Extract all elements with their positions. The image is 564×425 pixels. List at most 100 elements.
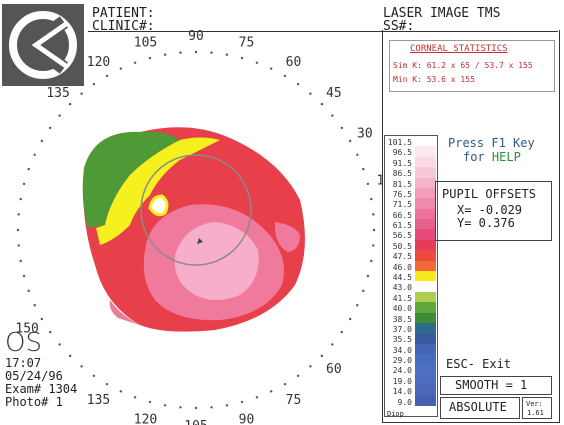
tick-dot [80, 92, 83, 95]
scale-label: 35.5 [392, 335, 412, 345]
tick-dot [16, 228, 20, 232]
scale-label: 50.5 [392, 241, 412, 251]
scale-label: 91.5 [392, 158, 412, 168]
scale-swatch [415, 167, 436, 179]
scale-label: 40.0 [392, 304, 412, 314]
scale-label: 38.5 [392, 314, 412, 324]
tick-dot [348, 139, 352, 143]
pupil-offset-x: X= -0.029 [457, 203, 523, 217]
tick-dot [225, 404, 229, 407]
app-title: LASER IMAGE TMS [383, 6, 501, 21]
absolute-label[interactable]: ABSOLUTE [449, 400, 507, 414]
photo-number: Photo# 1 [5, 395, 63, 409]
diopter-color-scale: 101.5 96.5 91.5 86.5 81.5 76.5 71.5 66.5 61.5 56.… [384, 135, 438, 417]
esc-exit-hint[interactable]: ESC- Exit [446, 357, 512, 371]
scale-label: 76.5 [392, 189, 412, 199]
scale-swatch [415, 333, 436, 345]
tick-dot [133, 396, 137, 399]
tick-dot [331, 114, 334, 117]
scale-unit-label: Diop [387, 410, 404, 418]
axis-label: 60 [286, 55, 302, 70]
tick-dot [27, 289, 30, 293]
tick-dot [370, 197, 373, 201]
exam-date: 05/24/96 [5, 369, 63, 383]
exam-time: 17:07 [5, 356, 42, 370]
scale-swatch [415, 136, 436, 147]
tick-dot [48, 330, 52, 334]
scale-swatch [415, 187, 436, 199]
tick-dot [163, 404, 167, 407]
sim-k-value: Sim K: 61.2 x 65 / 53.7 x 155 [393, 61, 533, 70]
scale-label: 19.0 [392, 376, 412, 386]
help-line-1: Press F1 Key [448, 136, 535, 150]
tick-dot [19, 197, 22, 201]
scale-swatch [415, 177, 436, 189]
tick-dot [80, 365, 83, 368]
tick-dot [296, 82, 300, 86]
scale-swatch [415, 229, 436, 241]
tick-dot [225, 53, 229, 56]
scale-swatch [415, 260, 436, 272]
tick-dot [362, 289, 365, 293]
tick-dot [148, 56, 152, 60]
topography-color-map [82, 127, 305, 332]
tick-dot [119, 67, 122, 70]
scale-swatch [415, 385, 436, 397]
pupil-offsets-box [435, 181, 552, 241]
tick-dot [17, 213, 20, 216]
tick-dot [283, 74, 287, 78]
scale-label: 14.0 [392, 387, 412, 397]
tick-dot [255, 396, 259, 399]
smooth-button[interactable] [440, 376, 552, 395]
absolute-button[interactable] [440, 397, 520, 419]
scale-label: 71.5 [392, 200, 412, 210]
scale-label: 34.0 [392, 345, 412, 355]
tick-dot [68, 354, 72, 358]
scale-label: 47.5 [392, 252, 412, 262]
tick-dot [105, 382, 109, 386]
tick-dot [179, 406, 182, 409]
axis-label: 135 [87, 393, 110, 408]
tick-dot [179, 51, 182, 54]
axis-label: 105 [184, 419, 207, 425]
scale-label: 9.0 [397, 397, 412, 407]
axis-label: 75 [286, 393, 302, 408]
scale-label: 44.5 [392, 273, 412, 282]
tick-dot [33, 153, 36, 156]
smooth-label[interactable]: SMOOTH = 1 [455, 378, 528, 392]
min-k-value: Min K: 53.6 x 155 [393, 75, 475, 84]
tick-dot [309, 92, 312, 95]
scale-swatch [415, 291, 436, 303]
tick-dot [372, 228, 376, 232]
tick-dot [372, 213, 375, 216]
tick-dot [348, 317, 352, 321]
tick-dot [48, 126, 52, 130]
scale-swatch [415, 239, 436, 251]
scale-swatch [415, 198, 436, 210]
tick-dot [133, 61, 137, 64]
tick-dot [33, 304, 36, 307]
tick-dot [270, 67, 273, 70]
scale-label: 101.5 [387, 138, 412, 147]
version-box [522, 397, 552, 419]
axis-label: 90 [188, 30, 204, 44]
axis-label: 75 [239, 36, 255, 51]
tick-dot [40, 139, 44, 143]
tick-dot [210, 51, 213, 54]
axis-label: 120 [134, 412, 157, 425]
tick-dot [105, 74, 109, 78]
tick-dot [255, 61, 259, 64]
scale-swatch [415, 364, 436, 376]
version-number: 1.61 [527, 409, 544, 417]
corneal-topography-map: 0153045607590105120135150135120105907560 [15, 30, 382, 425]
axis-label: 15 [377, 174, 382, 189]
scale-swatch [415, 395, 436, 407]
tick-dot [366, 274, 370, 278]
tick-dot [296, 374, 300, 378]
tick-dot [370, 259, 373, 263]
help-key: HELP [491, 150, 521, 164]
tick-dot [58, 114, 61, 117]
help-prefix: for [463, 150, 485, 164]
tick-dot [58, 343, 61, 346]
scale-label: 41.5 [392, 293, 412, 303]
